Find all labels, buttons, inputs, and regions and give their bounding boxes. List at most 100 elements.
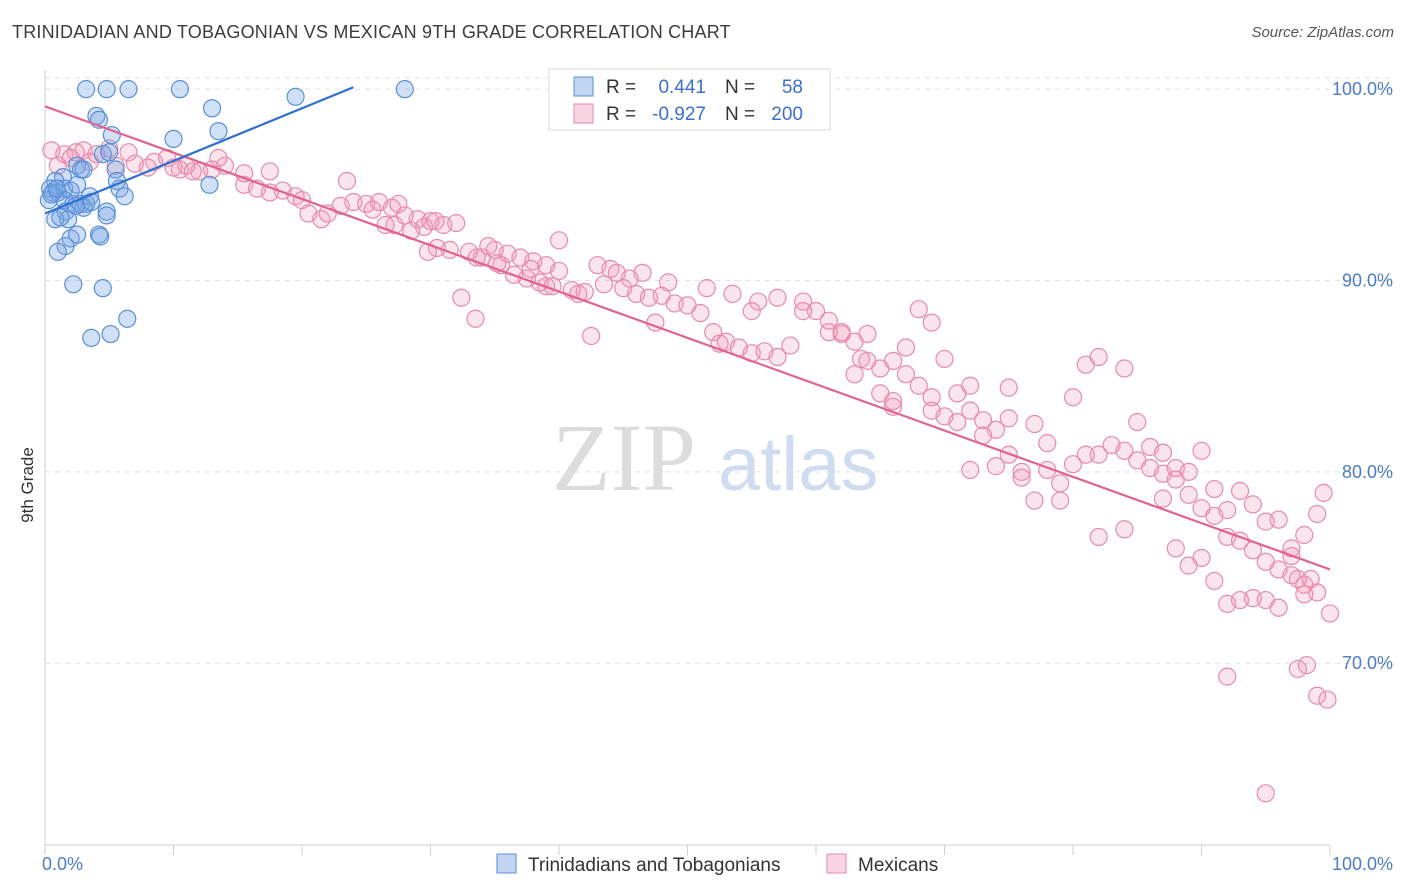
- point-mexican: [1243, 495, 1263, 514]
- point-mexican: [858, 324, 877, 344]
- point-mexican: [479, 236, 498, 256]
- point-mexican: [909, 376, 928, 395]
- point-mexican: [1308, 504, 1327, 524]
- point-trinidadian: [64, 275, 83, 294]
- point-mexican: [1115, 359, 1134, 378]
- series-trinidadians: [39, 80, 414, 348]
- point-mexican: [909, 300, 928, 319]
- watermark-zip: ZIP: [552, 404, 696, 511]
- point-mexican: [1218, 501, 1237, 520]
- y-tick-label: 80.0%: [1342, 462, 1393, 482]
- trend-line-mexicans: [44, 105, 1331, 571]
- point-mexican: [1063, 388, 1083, 407]
- point-trinidadian: [51, 208, 70, 227]
- point-mexican: [806, 302, 826, 321]
- point-mexican: [1089, 445, 1108, 464]
- point-mexican: [1179, 462, 1198, 481]
- point-trinidadian: [170, 80, 190, 99]
- point-mexican: [1012, 462, 1031, 481]
- point-mexican: [1089, 347, 1108, 367]
- point-trinidadian: [395, 80, 414, 99]
- point-mexican: [1076, 445, 1095, 464]
- chart-title: TRINIDADIAN AND TOBAGONIAN VS MEXICAN 9T…: [12, 22, 731, 42]
- y-ticks: 70.0% 80.0% 90.0% 100.0%: [1332, 79, 1393, 673]
- point-mexican: [582, 326, 601, 346]
- legend-bottom-swatch-blue: [496, 853, 517, 874]
- legend-bottom-swatch-pink: [826, 853, 847, 874]
- point-mexican: [1320, 604, 1340, 623]
- point-trinidadian: [286, 87, 305, 106]
- point-mexican: [1230, 481, 1250, 501]
- point-mexican: [260, 162, 279, 181]
- y-tick-label: 70.0%: [1342, 653, 1393, 673]
- point-trinidadian: [200, 175, 219, 194]
- legend-bottom-label-pink: Mexicans: [858, 855, 938, 876]
- point-mexican: [385, 215, 404, 235]
- point-trinidadian: [97, 206, 116, 225]
- point-mexican: [1297, 656, 1316, 675]
- point-mexican: [883, 351, 903, 370]
- point-trinidadian: [115, 187, 134, 206]
- point-mexican: [620, 269, 639, 288]
- point-mexican: [1205, 571, 1224, 591]
- point-trinidadian: [164, 129, 183, 148]
- legend-swatch-pink: [573, 103, 594, 124]
- point-mexican: [922, 313, 941, 332]
- point-trinidadian: [97, 80, 116, 99]
- point-mexican: [1288, 569, 1307, 589]
- point-mexican: [1269, 510, 1288, 529]
- point-mexican: [1318, 690, 1337, 709]
- x-ticks: [44, 845, 1331, 855]
- y-axis-label: 9th Grade: [18, 447, 37, 523]
- point-trinidadian: [77, 80, 96, 99]
- point-mexican: [1012, 468, 1031, 487]
- point-mexican: [768, 347, 787, 367]
- legend-n-value-blue: 58: [782, 77, 803, 98]
- legend-r-value-blue: 0.441: [658, 77, 706, 98]
- point-mexican: [1153, 443, 1173, 462]
- point-mexican: [659, 273, 678, 292]
- point-trinidadian: [93, 279, 112, 298]
- point-mexican: [1282, 539, 1301, 558]
- point-mexican: [742, 302, 761, 321]
- point-mexican: [1063, 455, 1083, 474]
- point-mexican: [1192, 441, 1211, 460]
- point-trinidadian: [47, 179, 66, 198]
- point-mexican: [691, 303, 710, 323]
- point-mexican: [1314, 483, 1333, 503]
- point-mexican: [1128, 412, 1147, 432]
- point-mexican: [1115, 520, 1134, 539]
- legend-r-label-blue: R =: [606, 77, 636, 98]
- x-tick-label-min: 0.0%: [42, 854, 83, 874]
- point-mexican: [896, 338, 916, 357]
- point-trinidadian: [74, 160, 93, 179]
- point-mexican: [1256, 784, 1275, 803]
- series-mexicans: [42, 139, 1340, 803]
- point-trinidadian: [82, 328, 101, 348]
- point-mexican: [999, 378, 1018, 397]
- point-mexican: [1301, 569, 1320, 589]
- point-mexican: [1192, 548, 1211, 568]
- y-tick-label: 100.0%: [1332, 79, 1393, 99]
- legend-top: R = 0.441 N = 58 R = -0.927 N = 200: [548, 68, 831, 131]
- point-mexican: [794, 302, 813, 321]
- point-mexican: [1089, 527, 1108, 547]
- point-mexican: [426, 212, 445, 231]
- point-mexican: [781, 336, 800, 355]
- point-mexican: [1051, 474, 1070, 493]
- point-trinidadian: [68, 225, 87, 244]
- point-trinidadian: [100, 143, 119, 162]
- point-trinidadian: [48, 242, 67, 261]
- point-mexican: [819, 323, 838, 342]
- point-mexican: [1051, 491, 1070, 510]
- point-mexican: [1269, 598, 1288, 617]
- watermark-atlas: atlas: [718, 422, 879, 507]
- point-mexican: [883, 391, 903, 411]
- point-mexican: [1115, 441, 1134, 460]
- y-tick-label: 90.0%: [1342, 270, 1393, 290]
- legend-n-label-pink: N =: [725, 104, 755, 125]
- watermark: ZIP atlas: [552, 404, 879, 511]
- legend-n-label-blue: N =: [725, 77, 755, 98]
- point-mexican: [1153, 489, 1173, 508]
